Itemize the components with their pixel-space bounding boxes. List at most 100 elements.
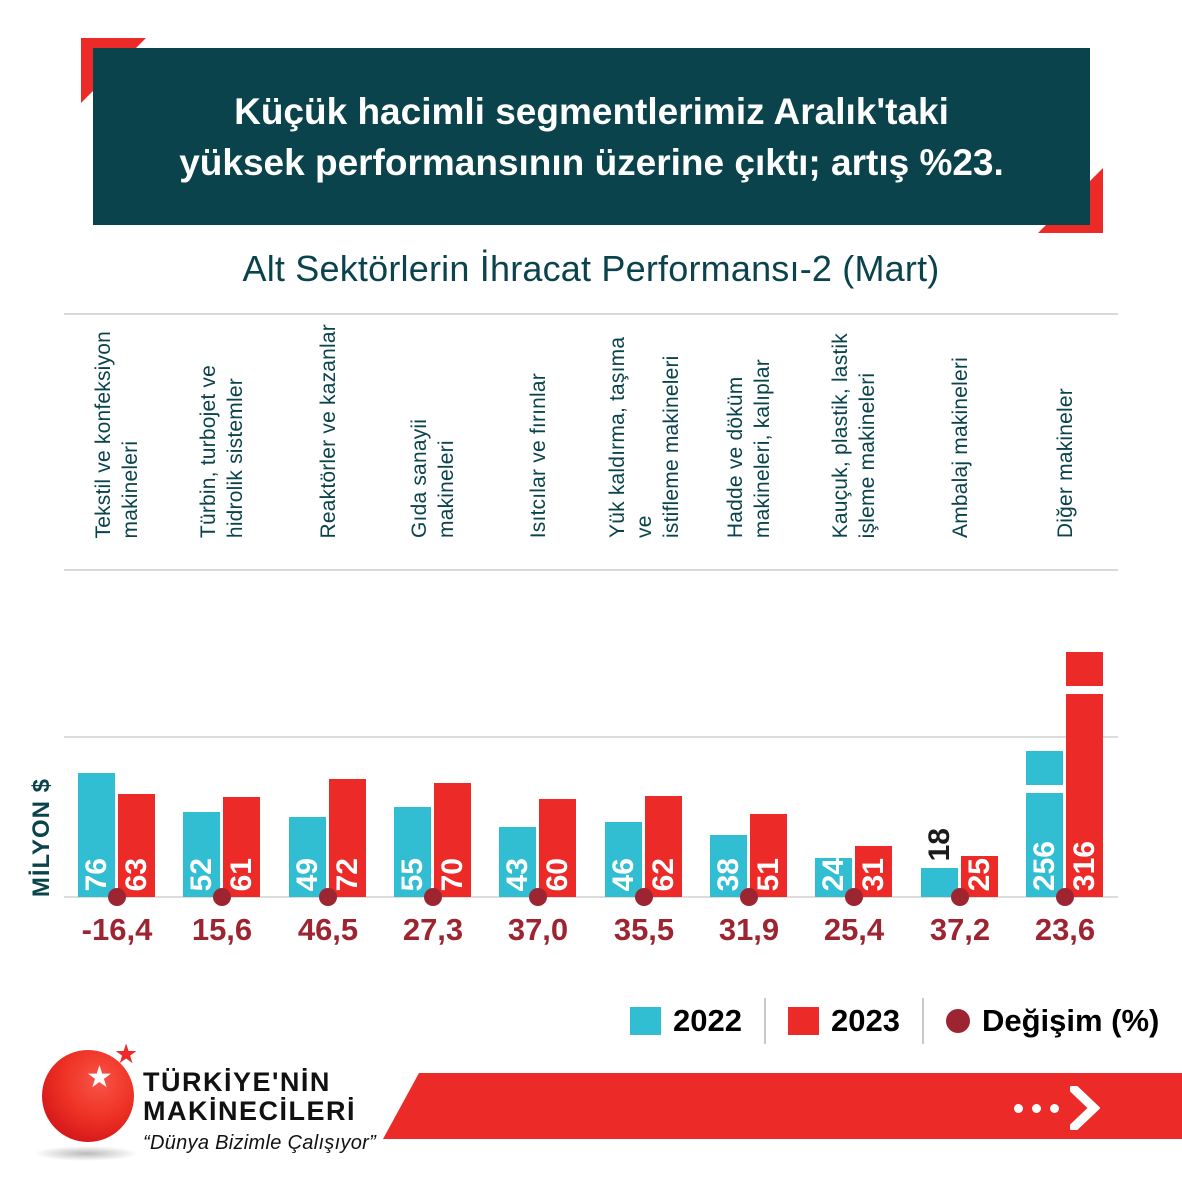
bar-value-label: 316	[1068, 840, 1101, 891]
category-label: Türbin, turbojet ve hidrolik sistemler	[197, 364, 247, 538]
category-label-wrap: Reaktörler ve kazanlar	[268, 320, 388, 539]
change-dot	[424, 888, 442, 906]
bar-2023	[223, 797, 260, 897]
y-axis-label: MİLYON $	[28, 777, 55, 897]
arrow-dot	[1032, 1103, 1041, 1113]
legend-item-change: Değişim (%)	[945, 1003, 1160, 1039]
arrow-dot	[1050, 1103, 1059, 1113]
divider-categories	[64, 569, 1118, 571]
bar-value-label: 18	[923, 827, 956, 861]
change-value: -16,4	[81, 912, 153, 947]
bar-value-label: 60	[541, 857, 574, 891]
bar-2022-broken	[1026, 751, 1063, 897]
bar-2022	[394, 807, 431, 897]
bar-2022	[183, 812, 220, 897]
bar-value-label: 38	[712, 857, 745, 891]
category-label-wrap: Tekstil ve konfeksiyon makineleri	[57, 320, 177, 539]
legend-item-2023: 2023	[787, 1003, 900, 1039]
bar-value-label: 72	[331, 857, 364, 891]
bar-2023-broken	[1066, 652, 1103, 897]
category-label-wrap: Hadde ve döküm makineleri, kalıplar	[689, 320, 809, 538]
change-value: 23,6	[1034, 912, 1096, 947]
bar-value-label: 256	[1028, 840, 1061, 891]
bar-2023	[961, 856, 998, 897]
divider-top	[64, 313, 1118, 315]
star-icon: ★	[86, 1061, 113, 1094]
bar-value-label: 51	[752, 857, 785, 891]
bar-value-label: 52	[185, 857, 218, 891]
next-arrow-icon[interactable]	[1014, 1086, 1100, 1130]
change-dot	[213, 888, 231, 906]
bar-value-label: 43	[501, 857, 534, 891]
category-label-wrap: Kauçuk, plastik, lastik işleme makineler…	[794, 320, 914, 538]
change-dot	[740, 888, 758, 906]
legend-label-2023: 2023	[830, 1003, 900, 1038]
bar-value-label: 46	[607, 857, 640, 891]
bar-2022	[815, 858, 852, 897]
change-value: 46,5	[297, 912, 359, 947]
category-label: Reaktörler ve kazanlar	[316, 323, 340, 539]
logo-shadow	[33, 1146, 139, 1161]
legend-label-change: Değişim (%)	[981, 1003, 1160, 1038]
bar-2022	[289, 817, 326, 897]
bar-value-label: 24	[817, 857, 850, 891]
change-dot	[108, 888, 126, 906]
bar-2023	[539, 799, 576, 897]
footer-ribbon	[383, 1073, 1182, 1139]
legend-label-2022: 2022	[673, 1003, 742, 1038]
bar-value-label: 62	[647, 857, 680, 891]
legend-separator	[921, 998, 924, 1044]
brand-tagline: “Dünya Bizimle Çalışıyor”	[143, 1132, 377, 1154]
change-dot	[1056, 888, 1074, 906]
bar-2023	[750, 814, 787, 897]
legend-item-2022: 2022	[630, 1003, 742, 1039]
change-value: 35,5	[613, 912, 675, 947]
change-value: 25,4	[823, 912, 885, 947]
category-label: Ambalaj makineleri	[948, 356, 972, 538]
headline-line2: yüksek performansının üzerine çıktı; art…	[179, 141, 1004, 183]
legend-swatch-2022-icon	[630, 1007, 661, 1035]
bar-2023	[645, 796, 682, 897]
legend-swatch-2023-icon	[787, 1007, 819, 1035]
headline-banner: Küçük hacimli segmentlerimiz Aralık'taki…	[93, 48, 1090, 225]
bar-value-label: 25	[963, 857, 996, 891]
legend-separator	[763, 998, 766, 1044]
chevron-right-icon	[1070, 1086, 1100, 1130]
bar-2023	[329, 779, 366, 897]
change-value: 31,9	[718, 912, 780, 947]
category-label: Gıda sanayii makineleri	[408, 418, 458, 538]
change-value: 37,2	[929, 912, 991, 947]
bar-value-label: 63	[120, 857, 153, 891]
bar-2023	[118, 794, 155, 897]
category-label: Yük kaldırma, taşıma ve istifleme makine…	[605, 336, 683, 538]
legend-change-dot-icon	[945, 1009, 970, 1033]
bar-2022	[710, 835, 747, 897]
headline-line1: Küçük hacimli segmentlerimiz Aralık'taki	[234, 90, 949, 132]
bar-value-label: 55	[396, 857, 429, 891]
change-dot	[845, 888, 863, 906]
brand-name-line2: MAKİNECİLERİ	[143, 1096, 356, 1126]
gridline	[64, 736, 1118, 738]
category-label-wrap: Diğer makineler	[1005, 320, 1125, 538]
bar-value-label: 76	[80, 857, 113, 891]
category-label-wrap: Türbin, turbojet ve hidrolik sistemler	[162, 320, 282, 538]
change-dot	[635, 888, 653, 906]
bar-2022	[605, 822, 642, 897]
category-label-wrap: Isıtcılar ve fırınlar	[478, 320, 598, 538]
change-value: 37,0	[507, 912, 569, 947]
bar-value-label: 61	[225, 857, 258, 891]
category-label-wrap: Ambalaj makineleri	[900, 320, 1020, 538]
x-axis-baseline	[64, 896, 1118, 898]
arrow-dot	[1014, 1103, 1023, 1113]
bar-value-label: 49	[291, 857, 324, 891]
chart-title: Alt Sektörlerin İhracat Performansı-2 (M…	[242, 248, 940, 289]
category-label: Diğer makineler	[1053, 387, 1077, 538]
category-label-wrap: Gıda sanayii makineleri	[373, 320, 493, 538]
bar-value-label: 70	[436, 857, 469, 891]
bar-2022	[499, 827, 536, 897]
bar-2022	[78, 773, 115, 897]
category-label: Tekstil ve konfeksiyon makineleri	[92, 330, 142, 539]
brand-logo: TÜRKİYE'NİN MAKİNECİLERİ “Dünya Bizimle …	[143, 1068, 376, 1155]
category-label: Kauçuk, plastik, lastik işleme makineler…	[829, 332, 879, 538]
bar-2023	[434, 783, 471, 897]
